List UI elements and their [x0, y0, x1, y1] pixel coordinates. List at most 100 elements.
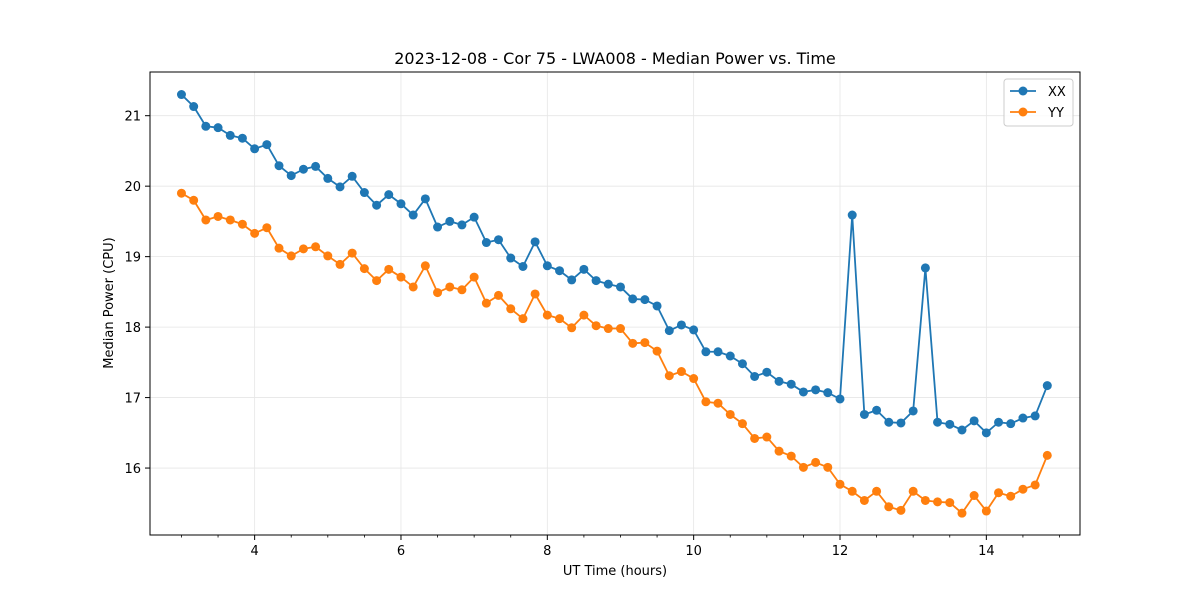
data-point-xx [1006, 419, 1016, 429]
data-point-xx [933, 417, 943, 427]
data-point-yy [859, 495, 869, 505]
data-point-xx [408, 210, 418, 220]
data-point-xx [262, 140, 272, 150]
data-point-xx [323, 173, 333, 183]
data-point-yy [835, 479, 845, 489]
data-point-yy [957, 508, 967, 518]
y-axis-label: Median Power (CPU) [102, 237, 117, 368]
x-tick-label: 14 [978, 544, 995, 559]
y-tick-label: 21 [124, 110, 141, 125]
data-point-yy [359, 264, 369, 274]
data-point-xx [847, 210, 857, 220]
data-point-yy [250, 228, 260, 238]
data-point-yy [1006, 491, 1016, 501]
data-point-xx [189, 102, 199, 112]
data-point-xx [750, 371, 760, 381]
data-point-yy [676, 367, 686, 377]
data-point-xx [445, 216, 455, 226]
data-point-xx [298, 164, 308, 174]
y-axis: 16 17 18 19 20 21 [124, 110, 150, 477]
data-point-xx [347, 171, 357, 181]
data-point-xx [518, 262, 528, 271]
data-point-xx [286, 171, 296, 181]
data-point-yy [225, 215, 235, 225]
data-point-yy [530, 289, 540, 299]
x-tick-label: 8 [543, 544, 551, 559]
data-point-yy [189, 195, 199, 205]
series-yy [176, 188, 1052, 518]
data-point-xx [555, 266, 565, 276]
plot-frame [149, 71, 1081, 536]
x-axis-label: UT Time (hours) [563, 564, 667, 579]
data-point-xx [664, 326, 674, 336]
x-tick-label: 12 [832, 544, 849, 559]
data-point-yy [311, 242, 321, 252]
data-point-xx [652, 301, 662, 311]
data-point-yy [750, 433, 760, 443]
data-point-xx [811, 385, 821, 395]
data-point-xx [701, 347, 711, 357]
y-tick-label: 19 [124, 251, 141, 266]
data-point-xx [213, 123, 223, 133]
data-point-xx [774, 376, 784, 386]
data-point-yy [786, 451, 796, 461]
data-point-xx [530, 237, 540, 247]
data-point-yy [506, 304, 516, 314]
data-point-yy [847, 486, 857, 496]
data-point-yy [591, 321, 601, 331]
chart-title: 2023-12-08 - Cor 75 - LWA008 - Median Po… [394, 49, 836, 68]
x-tick-label: 6 [397, 544, 405, 559]
data-point-xx [689, 325, 699, 335]
data-point-xx [1030, 411, 1040, 421]
data-point-yy [469, 272, 479, 282]
data-point-xx [823, 388, 833, 398]
data-point-yy [286, 251, 296, 261]
data-point-xx [615, 282, 625, 292]
data-point-xx [384, 190, 394, 200]
data-point-xx [981, 428, 991, 438]
legend-label-xx: XX [1048, 85, 1066, 100]
data-point-xx [1042, 381, 1052, 391]
data-point-yy [737, 419, 747, 429]
legend-marker-yy [1018, 107, 1028, 117]
data-point-yy [347, 248, 357, 258]
data-point-xx [372, 200, 382, 210]
data-point-yy [652, 346, 662, 356]
data-point-xx [250, 144, 260, 154]
data-point-xx [713, 347, 723, 357]
data-point-yy [396, 272, 406, 282]
data-point-yy [445, 282, 455, 292]
data-point-xx [274, 161, 284, 171]
data-point-yy [420, 261, 430, 271]
data-point-yy [689, 374, 699, 384]
data-point-yy [823, 462, 833, 472]
data-point-yy [518, 314, 528, 324]
data-point-xx [481, 238, 491, 248]
data-point-xx [359, 188, 369, 198]
data-point-xx [786, 379, 796, 389]
data-point-yy [494, 290, 504, 300]
data-point-xx [994, 417, 1004, 427]
data-point-yy [1042, 450, 1052, 460]
data-point-yy [701, 397, 711, 407]
data-point-yy [201, 215, 211, 225]
data-point-xx [969, 416, 979, 426]
data-point-yy [798, 462, 808, 472]
y-tick-label: 18 [124, 321, 141, 336]
data-point-xx [201, 121, 211, 131]
data-point-xx [896, 418, 906, 428]
data-point-yy [762, 432, 772, 442]
y-tick-label: 16 [124, 462, 141, 477]
series-xx [176, 90, 1052, 438]
data-point-yy [262, 223, 272, 233]
data-point-yy [872, 486, 882, 496]
data-point-xx [420, 194, 430, 204]
data-point-yy [579, 310, 589, 320]
data-point-yy [945, 498, 955, 508]
data-point-yy [542, 310, 552, 320]
data-point-xx [433, 222, 443, 232]
data-point-yy [896, 505, 906, 515]
data-point-yy [176, 188, 186, 198]
data-point-xx [567, 275, 577, 285]
